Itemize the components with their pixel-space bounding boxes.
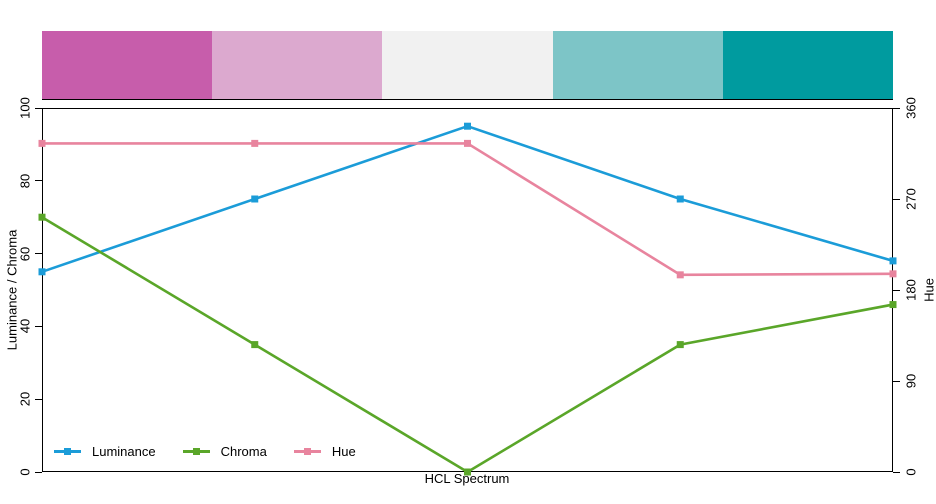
left-axis-tick (35, 471, 42, 473)
left-axis-tick (35, 398, 42, 400)
palette-swatch (722, 31, 894, 99)
chroma-point (889, 301, 897, 309)
right-axis-tick (893, 107, 900, 109)
square-marker-icon (64, 448, 71, 455)
palette-swatch (212, 31, 383, 99)
luminance-point (889, 257, 897, 265)
luminance-line (41, 124, 894, 274)
left-axis-title: Luminance / Chroma (4, 229, 20, 351)
left-axis-tick-label: 60 (17, 246, 33, 261)
hue-point (889, 270, 897, 278)
left-axis-tick-label: 20 (17, 391, 33, 407)
luminance-line-sample (54, 448, 81, 455)
hue-point (464, 139, 471, 147)
legend-item-chroma: Chroma (182, 444, 267, 459)
legend: Luminance Chroma Hue (54, 444, 383, 459)
legend-label: Hue (331, 444, 356, 459)
chroma-point (38, 213, 46, 221)
left-axis-tick-label: 100 (17, 97, 33, 119)
legend-item-hue: Hue (293, 444, 356, 459)
left-axis-tick-label: 0 (17, 468, 33, 476)
chroma-line (41, 216, 894, 474)
legend-label: Luminance (92, 444, 156, 459)
chroma-point (676, 341, 684, 349)
left-axis-tick (35, 325, 42, 327)
chroma-line-sample (182, 448, 210, 455)
left-axis-tick (35, 180, 42, 182)
luminance-point (38, 268, 46, 276)
series-plot (38, 122, 897, 476)
right-axis-title: Hue (921, 278, 936, 302)
palette-swatch (42, 31, 213, 99)
palette-swatch-bar (42, 31, 894, 100)
hue-line (42, 142, 894, 277)
right-axis-tick-label: 270 (903, 188, 919, 210)
hue-point (251, 139, 259, 147)
right-axis-tick-label: 90 (903, 373, 919, 389)
luminance-point (676, 195, 684, 203)
right-axis-tick (893, 198, 900, 200)
right-axis-tick (893, 380, 900, 382)
plot-area (42, 108, 893, 472)
right-axis-tick-label: 180 (903, 279, 919, 301)
palette-swatch (552, 31, 723, 99)
left-axis-tick (35, 253, 42, 255)
hue-line-sample (293, 448, 321, 455)
hue-point (676, 271, 684, 279)
palette-swatch (382, 31, 553, 99)
right-axis-tick-label: 360 (903, 97, 919, 119)
right-axis-tick-label: 0 (903, 468, 919, 476)
square-marker-icon (192, 448, 200, 455)
luminance-point (251, 195, 259, 203)
left-axis-tick-label: 80 (17, 173, 33, 189)
x-axis-title: HCL Spectrum (424, 471, 510, 486)
luminance-point (464, 122, 471, 130)
right-axis-tick (893, 289, 900, 291)
right-axis-tick (893, 471, 900, 473)
chroma-point (251, 341, 259, 349)
chroma-point (464, 468, 471, 476)
legend-item-luminance: Luminance (54, 444, 156, 459)
square-marker-icon (303, 448, 311, 455)
left-axis-tick-label: 40 (17, 319, 33, 334)
hue-point (38, 139, 46, 147)
legend-label: Chroma (220, 444, 267, 459)
left-axis-tick (35, 107, 42, 109)
